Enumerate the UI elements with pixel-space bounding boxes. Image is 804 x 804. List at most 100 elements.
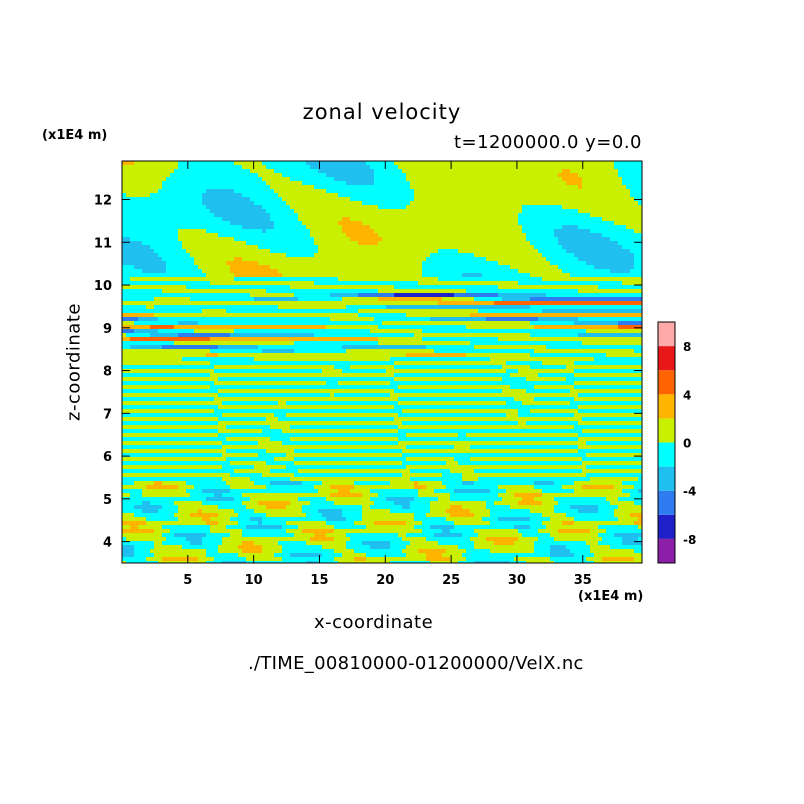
- heatmap-cell: [134, 261, 138, 265]
- heatmap-cell: [550, 209, 554, 213]
- heatmap-cell: [354, 217, 358, 221]
- heatmap-cell: [338, 225, 342, 229]
- heatmap-cell: [138, 169, 142, 173]
- heatmap-cell: [242, 169, 246, 173]
- heatmap-cell: [142, 265, 146, 269]
- heatmap-cell: [242, 313, 246, 317]
- heatmap-cell: [290, 165, 294, 169]
- heatmap-cell: [458, 301, 462, 305]
- heatmap-cell: [406, 229, 410, 233]
- heatmap-cell: [582, 269, 586, 273]
- heatmap-cell: [334, 213, 338, 217]
- heatmap-cell: [550, 177, 554, 181]
- heatmap-cell: [318, 201, 322, 205]
- heatmap-cell: [350, 269, 354, 273]
- heatmap-cell: [226, 201, 230, 205]
- heatmap-cell: [382, 309, 386, 313]
- heatmap-cell: [198, 305, 202, 309]
- heatmap-cell: [534, 245, 538, 249]
- heatmap-cell: [438, 285, 442, 289]
- heatmap-cell: [158, 185, 162, 189]
- heatmap-cell: [282, 213, 286, 217]
- heatmap-cell: [542, 285, 546, 289]
- chart-title: zonal velocity: [302, 100, 462, 124]
- heatmap-cell: [126, 285, 130, 289]
- heatmap-cell: [182, 237, 186, 241]
- heatmap-cell: [526, 225, 530, 229]
- heatmap-cell: [614, 241, 618, 245]
- heatmap-cell: [282, 189, 286, 193]
- heatmap-cell: [162, 285, 166, 289]
- heatmap-cell: [450, 173, 454, 177]
- heatmap-cell: [306, 189, 310, 193]
- heatmap-cell: [290, 277, 294, 281]
- heatmap-cell: [370, 281, 374, 285]
- heatmap-cell: [618, 197, 622, 201]
- heatmap-cell: [498, 269, 502, 273]
- heatmap-cell: [538, 209, 542, 213]
- heatmap-cell: [334, 205, 338, 209]
- heatmap-cell: [438, 309, 442, 313]
- heatmap-cell: [254, 221, 258, 225]
- heatmap-cell: [606, 309, 610, 313]
- heatmap-cell: [510, 289, 514, 293]
- heatmap-cell: [242, 229, 246, 233]
- heatmap-cell: [426, 237, 430, 241]
- heatmap-cell: [142, 201, 146, 205]
- heatmap-cell: [338, 229, 342, 233]
- heatmap-cell: [210, 249, 214, 253]
- heatmap-cell: [218, 269, 222, 273]
- heatmap-cell: [554, 245, 558, 249]
- heatmap-cell: [206, 213, 210, 217]
- heatmap-cell: [594, 265, 598, 269]
- heatmap-cell: [538, 249, 542, 253]
- heatmap-cell: [290, 289, 294, 293]
- heatmap-cell: [194, 289, 198, 293]
- heatmap-cell: [178, 205, 182, 209]
- heatmap-cell: [170, 297, 174, 301]
- heatmap-cell: [314, 249, 318, 253]
- heatmap-cell: [618, 269, 622, 273]
- heatmap-cell: [270, 305, 274, 309]
- heatmap-cell: [450, 221, 454, 225]
- heatmap-cell: [214, 173, 218, 177]
- heatmap-cell: [138, 289, 142, 293]
- heatmap-cell: [146, 161, 150, 165]
- heatmap-cell: [510, 225, 514, 229]
- heatmap-cell: [230, 281, 234, 285]
- heatmap-cell: [186, 281, 190, 285]
- heatmap-cell: [210, 297, 214, 301]
- heatmap-cell: [438, 257, 442, 261]
- heatmap-cell: [538, 289, 542, 293]
- heatmap-cell: [454, 285, 458, 289]
- heatmap-cell: [630, 253, 634, 257]
- heatmap-cell: [558, 273, 562, 277]
- heatmap-cell: [506, 289, 510, 293]
- heatmap-cell: [542, 197, 546, 201]
- heatmap-cell: [566, 269, 570, 273]
- heatmap-cell: [162, 181, 166, 185]
- heatmap-cell: [282, 209, 286, 213]
- heatmap-cell: [442, 285, 446, 289]
- heatmap-cell: [626, 161, 630, 165]
- heatmap-cell: [442, 249, 446, 253]
- heatmap-cell: [194, 253, 198, 257]
- heatmap-cell: [222, 289, 226, 293]
- heatmap-cell: [430, 257, 434, 261]
- heatmap-cell: [402, 217, 406, 221]
- heatmap-cell: [314, 233, 318, 237]
- heatmap-cell: [462, 289, 466, 293]
- heatmap-cell: [358, 225, 362, 229]
- heatmap-cell: [214, 249, 218, 253]
- heatmap-cell: [626, 213, 630, 217]
- heatmap-cell: [462, 189, 466, 193]
- heatmap-cell: [378, 269, 382, 273]
- heatmap-cell: [302, 189, 306, 193]
- heatmap-cell: [166, 293, 170, 297]
- heatmap-cell: [334, 293, 338, 297]
- heatmap-cell: [498, 253, 502, 257]
- heatmap-cell: [306, 305, 310, 309]
- heatmap-cell: [214, 217, 218, 221]
- heatmap-cell: [410, 185, 414, 189]
- heatmap-cell: [334, 209, 338, 213]
